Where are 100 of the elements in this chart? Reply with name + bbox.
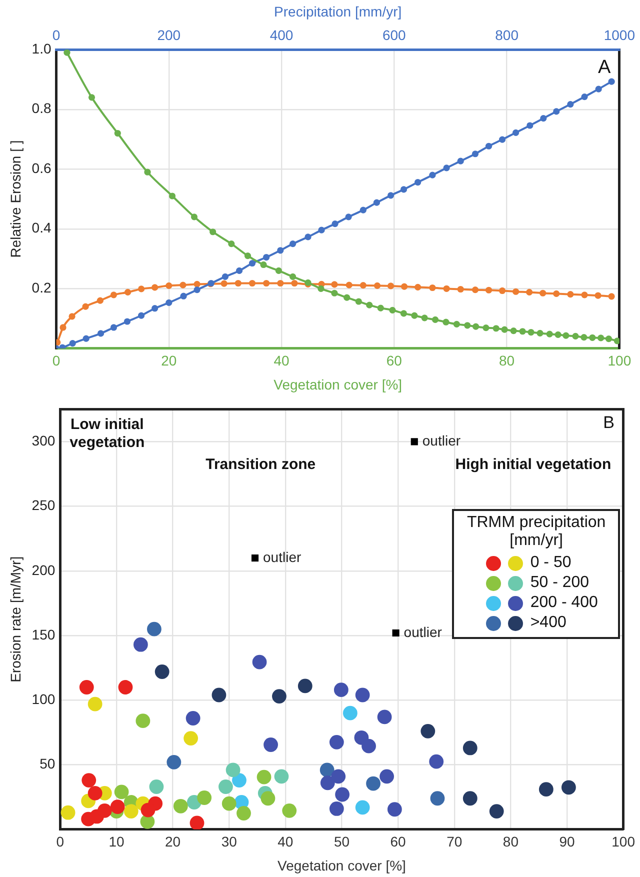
point [329,802,344,816]
point [540,290,546,296]
point [553,290,560,298]
annotation: outlier [404,624,442,640]
point [519,328,526,335]
point [272,689,286,704]
x-tick-label: 60 [386,352,402,369]
point [220,280,228,287]
point [226,762,240,778]
x-tick-label: 20 [161,352,177,369]
point [166,755,182,770]
point [275,267,282,274]
point [212,688,226,702]
x2-tick-label: 800 [495,27,519,44]
point [342,706,358,720]
point [168,192,176,200]
x-tick-label: 50 [334,834,350,850]
x2-tick-label: 1000 [604,27,636,44]
point [68,313,76,320]
point [598,334,604,342]
point [60,324,66,331]
point [581,292,588,298]
point [457,286,464,293]
point [392,629,400,637]
point [335,787,350,802]
x-tick-label: 30 [221,834,238,850]
point [88,786,102,800]
y-tick-label: 100 [32,691,56,708]
point [154,664,170,679]
legend-title: TRMM precipitation [mm/yr] [466,514,607,550]
point [291,280,298,287]
point [562,332,570,339]
point [400,310,408,317]
point [331,769,346,784]
point [430,791,445,806]
point [546,330,553,338]
y-tick-label: 200 [32,562,56,578]
annotation: High initial vegetation [455,456,612,474]
point [443,285,450,292]
point [149,780,164,794]
point [232,773,246,788]
point [88,94,96,101]
point [429,284,436,292]
point [329,734,344,750]
point [512,288,520,295]
point [432,316,439,324]
point [110,292,118,298]
point [110,800,125,814]
x2-tick-label: 200 [157,27,181,44]
point [320,762,334,778]
x-tick-label: 100 [608,352,632,369]
point [536,330,544,336]
point [264,738,278,752]
point [380,769,394,784]
point [210,228,216,236]
point [197,790,212,805]
x-tick-label: 60 [390,834,406,850]
point [462,740,478,756]
point [133,637,148,652]
point [360,282,366,289]
legend-label: 50 - 200 [530,574,590,592]
point [124,288,132,296]
point [614,338,620,344]
point [298,678,312,694]
y-tick-label: 0.2 [32,280,52,296]
y-tick-label: 1.0 [32,40,52,56]
annotation: outlier [422,432,461,449]
point [263,280,270,287]
point [64,50,70,56]
point [282,803,297,818]
point [472,323,480,330]
point [472,286,479,294]
y-tick-label: 0.6 [32,160,52,176]
x-tick-label: 10 [108,834,124,850]
point [289,273,296,280]
point [260,791,276,806]
x-tick-label: 80 [502,834,519,850]
point [173,798,188,814]
x-tick-label: 80 [499,352,515,369]
x2-tick-label: 0 [52,27,60,44]
x-axis-title: Vegetation cover [%] [278,857,406,874]
point [554,331,562,338]
y-tick-label: 0.4 [32,220,52,236]
point [140,814,155,829]
y-axis-title: Relative Erosion [ ] [7,140,24,258]
point [561,780,576,795]
point [97,803,112,818]
point [248,280,256,287]
point [528,328,534,336]
point [277,280,284,287]
point [114,130,121,137]
point [374,282,381,289]
point [429,754,444,769]
point [498,287,506,294]
point [88,696,102,712]
point [234,280,242,287]
point [252,654,267,670]
point [387,282,394,290]
legend-label: 200 - 400 [530,594,598,612]
point [401,283,408,290]
